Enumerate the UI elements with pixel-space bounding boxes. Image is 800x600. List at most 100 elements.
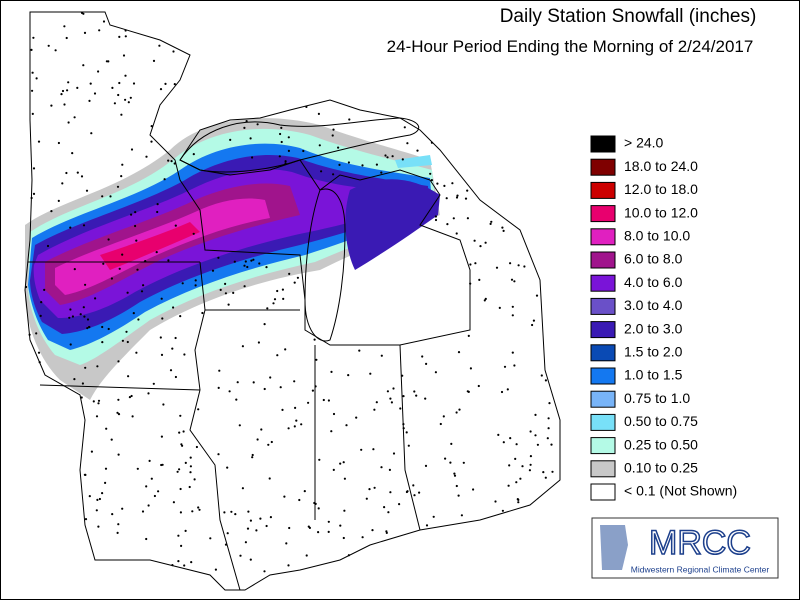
station-dot — [169, 369, 173, 372]
station-dot — [247, 510, 250, 513]
station-dot — [509, 262, 512, 265]
station-dot — [136, 467, 139, 470]
station-dot — [219, 288, 222, 291]
station-dot — [38, 361, 41, 364]
station-dot — [402, 395, 405, 398]
station-dot — [97, 402, 100, 405]
legend-swatch — [590, 205, 616, 223]
station-dot — [252, 258, 255, 261]
station-dot — [111, 86, 114, 89]
station-dot — [145, 537, 148, 541]
station-dot — [189, 465, 192, 468]
station-dot — [293, 281, 296, 284]
station-dot — [28, 333, 31, 336]
station-dot — [361, 164, 364, 167]
station-dot — [517, 501, 520, 504]
station-dot — [390, 401, 393, 404]
station-dot — [82, 224, 86, 227]
station-dot — [120, 175, 123, 178]
station-dot — [236, 381, 239, 384]
legend-label: 4.0 to 6.0 — [624, 274, 683, 290]
station-dot — [107, 327, 110, 331]
station-dot — [284, 160, 287, 163]
station-dot — [223, 511, 226, 514]
station-dot — [399, 407, 402, 410]
station-dot — [331, 134, 334, 137]
station-dot — [57, 199, 60, 202]
station-dot — [287, 564, 290, 567]
station-dot — [177, 534, 180, 537]
station-dot — [462, 461, 465, 464]
station-dot — [280, 126, 283, 129]
station-dot — [232, 291, 235, 294]
station-dot — [88, 495, 91, 498]
station-dot — [35, 77, 38, 80]
station-dot — [251, 156, 254, 159]
station-dot — [150, 140, 153, 143]
station-dot — [190, 561, 193, 564]
station-dot — [167, 159, 170, 162]
station-dot — [85, 189, 89, 192]
station-dot — [224, 282, 227, 285]
station-dot — [158, 44, 161, 47]
station-dot — [66, 89, 69, 92]
station-dot — [37, 140, 41, 143]
station-dot — [347, 161, 350, 164]
station-dot — [343, 477, 346, 480]
station-dot — [86, 327, 89, 330]
station-dot — [548, 402, 551, 405]
station-dot — [337, 146, 340, 149]
station-dot — [182, 430, 185, 433]
station-dot — [342, 536, 345, 540]
station-dot — [365, 497, 368, 500]
station-dot — [478, 278, 481, 281]
station-dot — [445, 197, 448, 200]
station-dot — [519, 477, 522, 480]
station-dot — [528, 469, 532, 472]
legend-label: 3.0 to 4.0 — [624, 297, 683, 313]
station-dot — [142, 284, 145, 287]
station-dot — [416, 149, 419, 152]
station-dot — [30, 89, 34, 92]
station-dot — [197, 506, 200, 509]
station-dot — [188, 485, 191, 489]
station-dot — [86, 318, 90, 321]
station-dot — [425, 524, 429, 527]
station-dot — [398, 503, 401, 506]
station-dot — [121, 507, 124, 510]
station-dot — [170, 160, 173, 163]
station-dot — [32, 192, 36, 195]
station-dot — [280, 140, 283, 144]
station-dot — [39, 314, 42, 317]
station-dot — [332, 468, 335, 471]
station-dot — [69, 308, 72, 311]
station-dot — [104, 467, 108, 470]
station-dot — [172, 501, 175, 504]
station-dot — [160, 297, 163, 300]
station-dot — [265, 266, 268, 269]
station-dot — [484, 241, 487, 244]
station-dot — [523, 265, 526, 268]
station-dot — [327, 520, 330, 523]
station-dot — [111, 513, 114, 516]
station-dot — [124, 35, 127, 38]
station-dot — [71, 315, 74, 318]
station-dot — [444, 457, 447, 460]
station-dot — [294, 406, 297, 409]
station-dot — [46, 244, 50, 248]
station-dot — [339, 524, 342, 527]
station-dot — [76, 86, 79, 89]
station-dot — [155, 251, 158, 254]
station-dot — [412, 484, 415, 487]
station-dot — [256, 123, 259, 126]
station-dot — [95, 509, 98, 512]
station-dot — [173, 83, 176, 86]
station-dot — [224, 292, 227, 295]
map-title: Daily Station Snowfall (inches) — [500, 6, 757, 27]
station-dot — [197, 408, 200, 411]
station-dot — [457, 494, 460, 497]
station-dot — [117, 413, 121, 416]
station-dot — [455, 232, 458, 235]
station-dot — [179, 315, 182, 318]
station-dot — [217, 386, 220, 389]
